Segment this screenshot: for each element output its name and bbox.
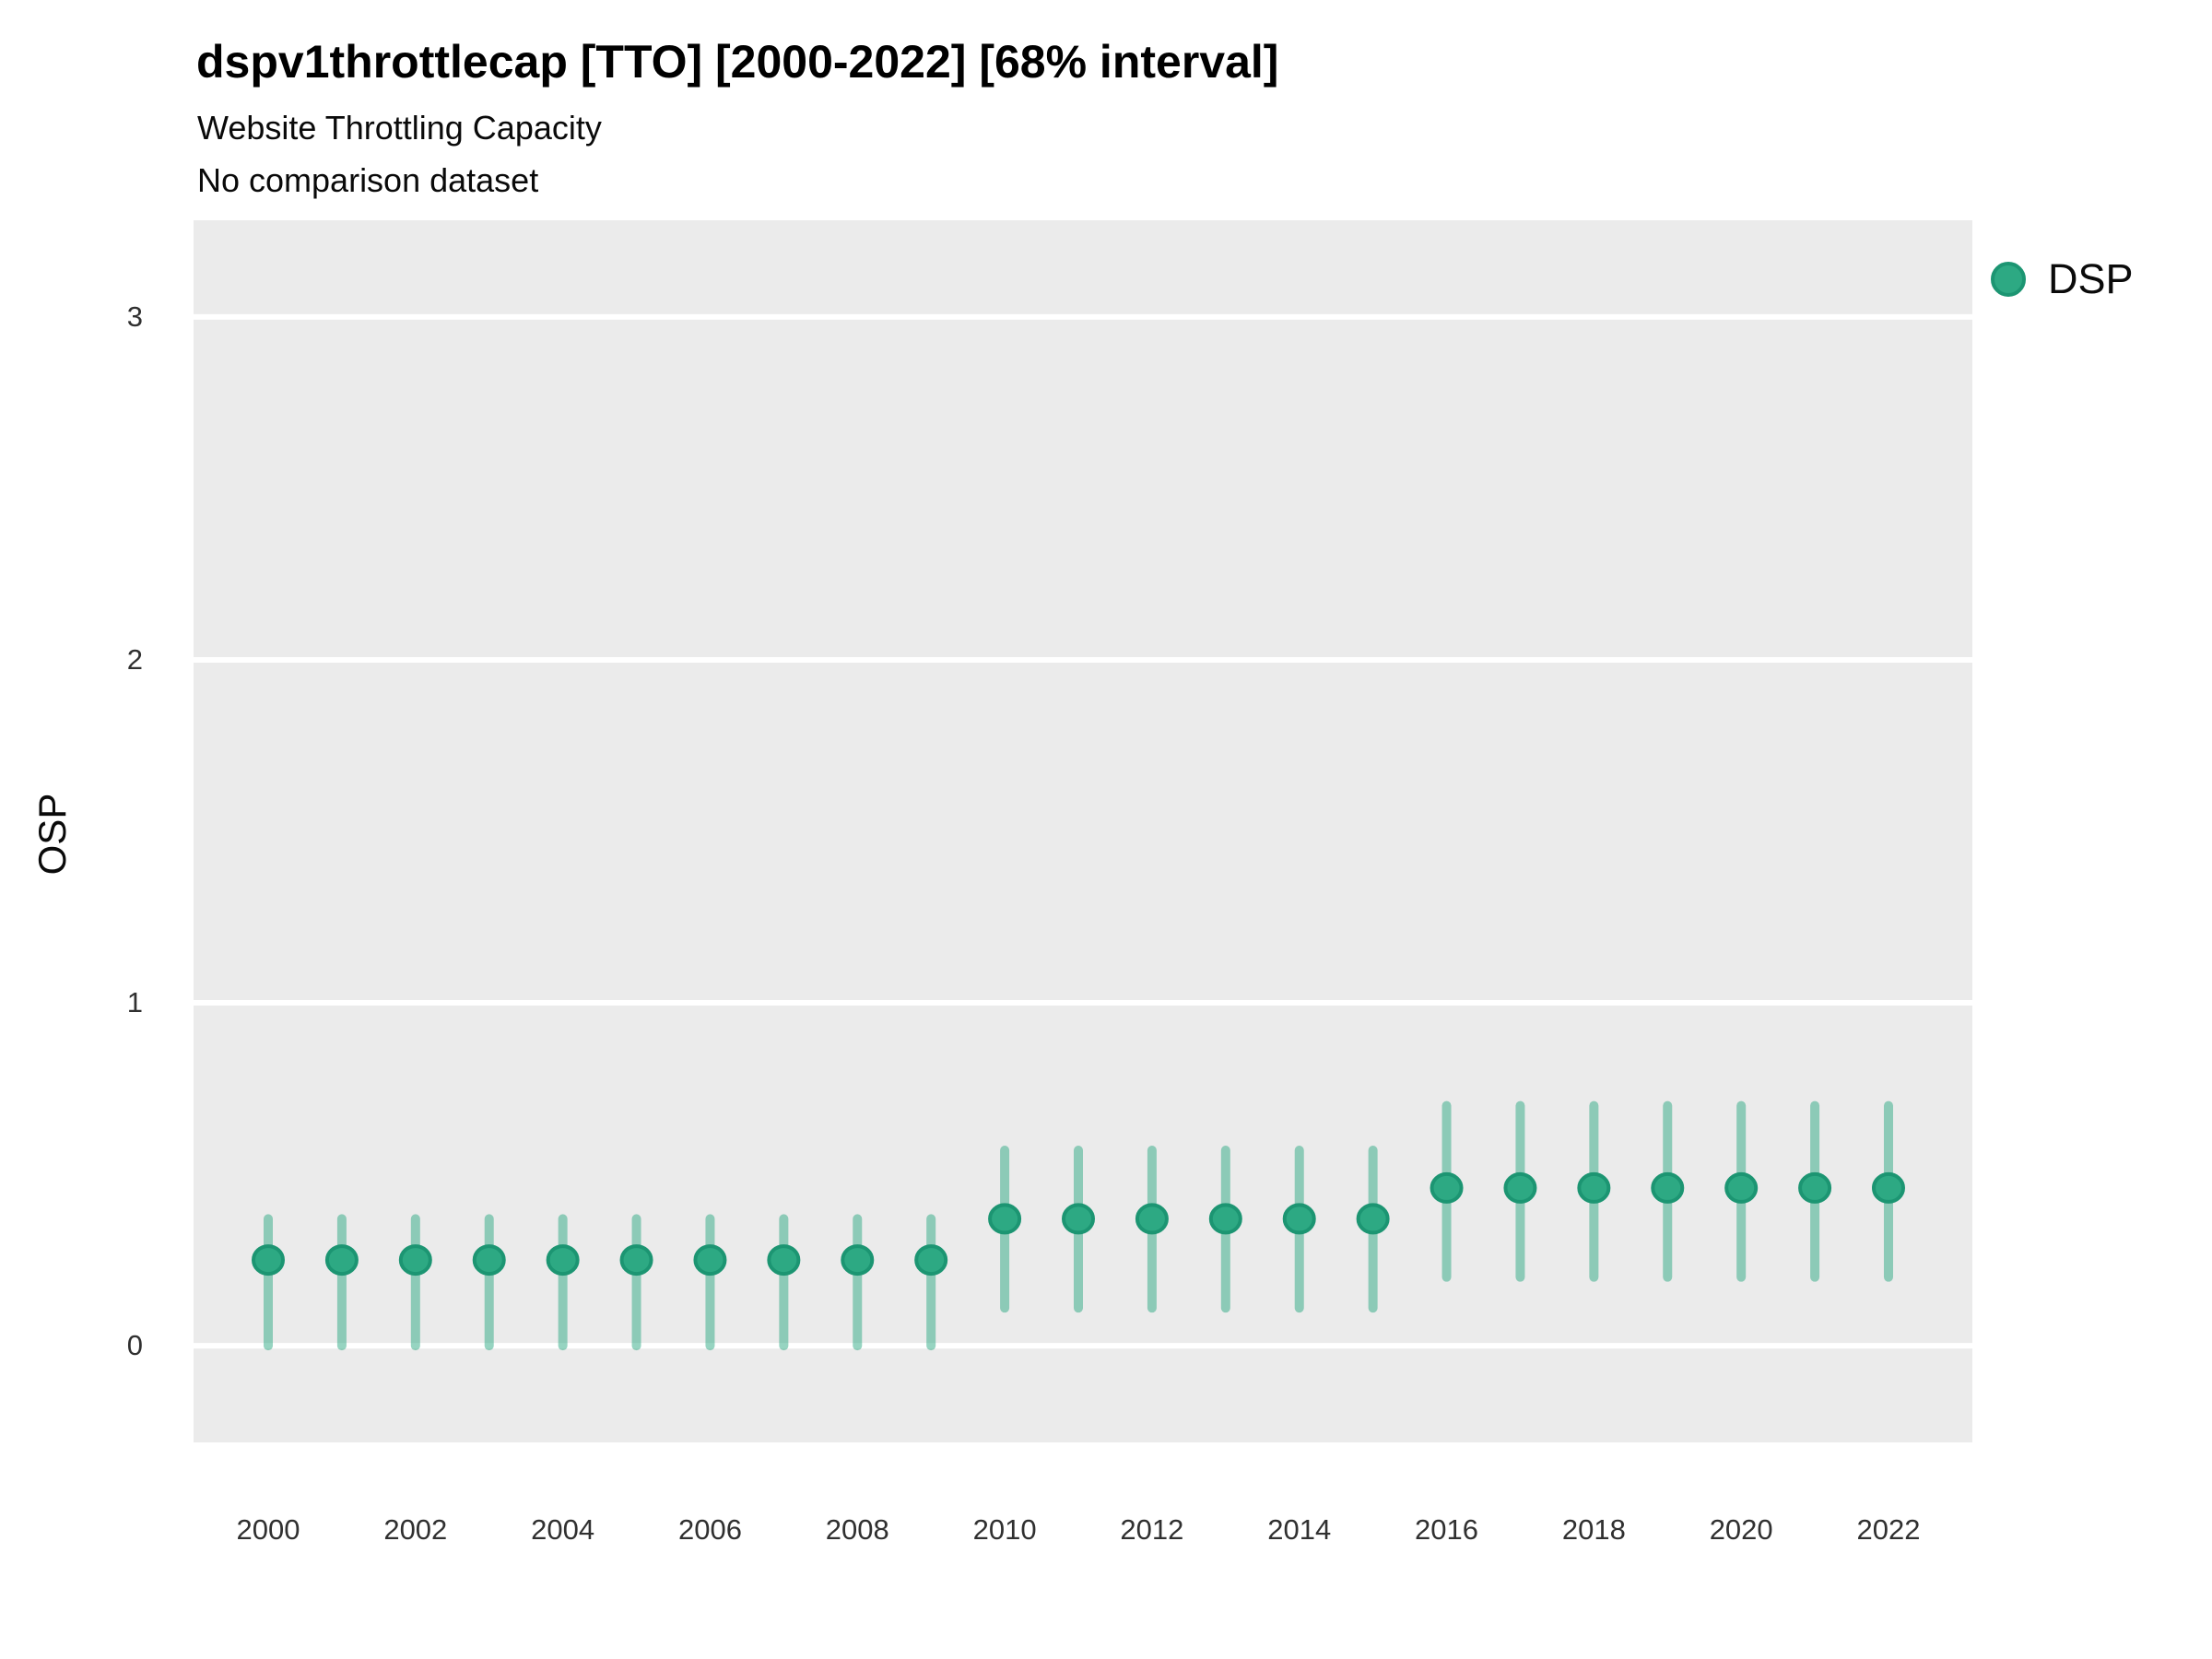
point-2010 — [988, 1203, 1022, 1235]
point-2018 — [1577, 1171, 1611, 1204]
legend-label: DSP — [2048, 255, 2134, 302]
chart-subtitle-line1: Website Throttling Capacity — [197, 109, 602, 147]
point-2012 — [1135, 1203, 1169, 1235]
x-tick-label-2014: 2014 — [1267, 1513, 1332, 1546]
point-2021 — [1798, 1171, 1832, 1204]
point-2009 — [914, 1244, 948, 1277]
y-tick-label-2: 2 — [126, 642, 143, 676]
point-2005 — [619, 1244, 653, 1277]
chart-title: dspv1throttlecap [TTO] [2000-2022] [68% … — [196, 36, 1279, 88]
x-tick-label-2002: 2002 — [383, 1513, 448, 1546]
chart-subtitle-line2: No comparison dataset — [197, 161, 539, 199]
y-tick-label-0: 0 — [126, 1329, 143, 1362]
point-2022 — [1871, 1171, 1905, 1204]
legend-point-icon — [1991, 262, 2026, 297]
legend: DSP — [1991, 255, 2134, 302]
point-2008 — [841, 1244, 875, 1277]
x-tick-label-2018: 2018 — [1561, 1513, 1626, 1546]
point-2003 — [472, 1244, 506, 1277]
y-tick-label-1: 1 — [126, 986, 143, 1019]
point-2002 — [398, 1244, 432, 1277]
x-tick-label-2020: 2020 — [1709, 1513, 1773, 1546]
x-tick-label-2010: 2010 — [972, 1513, 1037, 1546]
x-tick-label-2016: 2016 — [1415, 1513, 1479, 1546]
x-tick-label-2008: 2008 — [825, 1513, 889, 1546]
point-2014 — [1282, 1203, 1316, 1235]
x-tick-label-2006: 2006 — [677, 1513, 742, 1546]
point-2019 — [1651, 1171, 1685, 1204]
y-tick-label-3: 3 — [126, 300, 143, 333]
point-2001 — [324, 1244, 359, 1277]
point-2020 — [1724, 1171, 1759, 1204]
point-2015 — [1356, 1203, 1390, 1235]
x-tick-label-2000: 2000 — [236, 1513, 300, 1546]
point-2011 — [1061, 1203, 1095, 1235]
x-tick-label-2004: 2004 — [531, 1513, 595, 1546]
point-2000 — [252, 1244, 285, 1277]
point-2017 — [1503, 1171, 1537, 1204]
point-2007 — [767, 1244, 801, 1277]
point-2013 — [1208, 1203, 1242, 1235]
point-2016 — [1430, 1171, 1464, 1204]
point-2006 — [693, 1244, 727, 1277]
point-2004 — [546, 1244, 580, 1277]
plot-panel — [194, 220, 1972, 1442]
x-tick-label-2022: 2022 — [1856, 1513, 1921, 1546]
x-tick-label-2012: 2012 — [1120, 1513, 1184, 1546]
